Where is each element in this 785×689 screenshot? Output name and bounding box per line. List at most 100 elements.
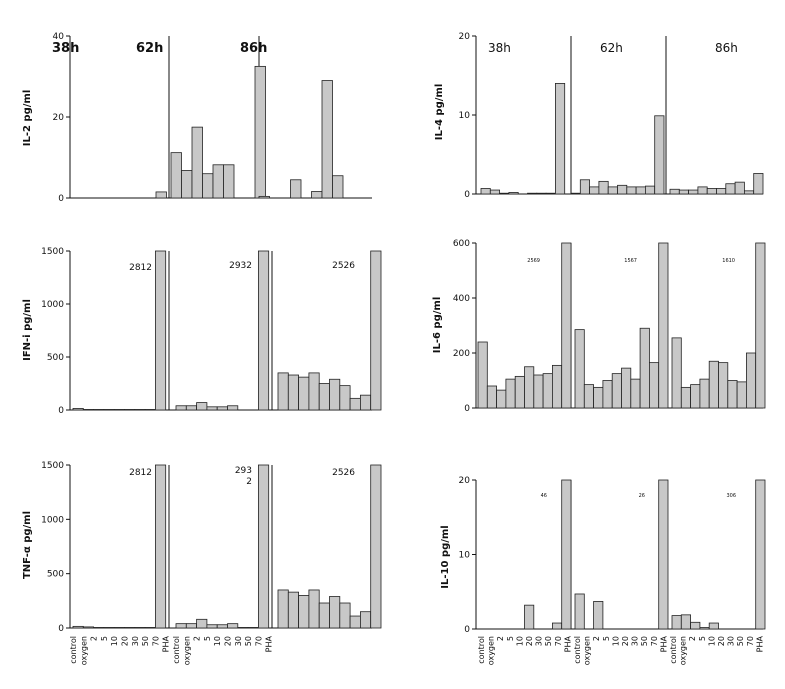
bar: [321, 80, 333, 199]
timepoint-label: 38h: [52, 41, 79, 56]
x-tick-label: 5: [100, 636, 109, 641]
x-tick-label: 5: [602, 636, 611, 641]
x-tick-label: PHA: [659, 635, 668, 652]
bar: [589, 186, 600, 195]
data-label: 1610: [722, 258, 735, 264]
chart-il2: 0 20 40 IL-2 pg/ml 38h 62h 86h: [22, 32, 372, 204]
y-tick-label: 600: [453, 239, 470, 249]
y-tick-label: 500: [47, 353, 64, 363]
bar: [552, 364, 563, 409]
chart-tnf: 0 500 1000 1500 TNF-α pg/ml 2812 293 2 2526: [22, 461, 382, 634]
bar: [155, 191, 167, 199]
x-tick-label: control: [573, 636, 582, 664]
bar: [124, 409, 136, 411]
chart-il6: 0 200 400 600 IL-6 pg/ml 2569 1567 1610: [432, 239, 766, 414]
x-tick-label: 70: [554, 636, 563, 646]
x-tick-label: oxygen: [79, 636, 88, 665]
x-tick-label: PHA: [563, 635, 572, 652]
bar: [669, 188, 680, 195]
y-axis-label: IFN-i pg/ml: [22, 299, 33, 361]
bar: [583, 384, 594, 409]
bar: [93, 409, 105, 411]
bar: [671, 337, 682, 409]
bar: [630, 378, 641, 409]
bar: [257, 250, 270, 411]
bar: [339, 385, 351, 411]
data-label: 2812: [129, 468, 152, 478]
bar: [570, 192, 581, 195]
bar: [699, 378, 710, 409]
x-tick-label: control: [172, 636, 181, 664]
bar: [617, 184, 628, 195]
bar: [93, 627, 105, 629]
bar: [154, 250, 167, 411]
bar: [202, 173, 214, 199]
x-tick-label: 5: [506, 636, 515, 641]
bar: [227, 623, 239, 629]
bar: [755, 242, 766, 409]
x-tick-label: 30: [234, 636, 243, 646]
bar: [736, 381, 747, 409]
x-tick-label: 5: [203, 636, 212, 641]
bar: [706, 188, 717, 195]
y-axis-label: TNF-α pg/ml: [22, 511, 33, 579]
y-tick-label: 0: [464, 190, 470, 200]
bar: [258, 195, 270, 199]
data-label: 46: [541, 493, 547, 499]
bar: [626, 186, 637, 195]
timepoint-label: 62h: [136, 41, 163, 56]
bar: [191, 126, 203, 199]
bar: [103, 409, 115, 411]
bar: [329, 378, 341, 411]
x-tick-label: control: [669, 636, 678, 664]
bar: [318, 602, 330, 629]
bar: [318, 383, 330, 411]
bar: [349, 615, 361, 629]
x-tick-label: 20: [525, 636, 534, 646]
bar: [697, 186, 708, 195]
y-axis-label: IL-6 pg/ml: [432, 297, 443, 354]
bar: [678, 189, 689, 195]
bar: [311, 191, 323, 199]
bar: [598, 180, 609, 195]
data-label: 1567: [624, 258, 637, 264]
bar: [124, 627, 136, 629]
y-tick-label: 1000: [41, 300, 64, 310]
bar: [718, 362, 729, 409]
y-tick-label: 10: [459, 111, 471, 121]
bar: [524, 366, 535, 409]
bar: [635, 186, 646, 195]
x-tick-label: 70: [650, 636, 659, 646]
bar: [607, 186, 618, 195]
bar: [298, 376, 310, 411]
chart-ifn: 0 500 1000 1500 IFN-i pg/ml 2812 2932 2526: [22, 247, 382, 416]
bar: [170, 152, 182, 199]
x-tick-label: 50: [640, 636, 649, 646]
x-tick-label: 5: [698, 636, 707, 641]
bar: [645, 185, 656, 195]
bar: [359, 611, 372, 629]
data-label: 2569: [527, 258, 540, 264]
bar: [332, 175, 344, 199]
bar: [206, 624, 218, 629]
x-tick-label: 70: [746, 636, 755, 646]
bar: [287, 374, 299, 411]
bar: [734, 181, 745, 195]
chart-il4: 0 10 20 IL-4 pg/ml 38h 62h 86h: [434, 32, 764, 200]
bar: [72, 408, 84, 411]
x-tick-label: 20: [717, 636, 726, 646]
bar: [536, 192, 547, 195]
bar: [755, 479, 766, 630]
bar: [602, 380, 613, 409]
bar: [555, 83, 566, 195]
data-label: 2526: [332, 468, 355, 478]
y-tick-label: 10: [459, 551, 471, 561]
bar: [181, 170, 193, 199]
bar: [593, 601, 604, 630]
y-tick-label: 1000: [41, 515, 64, 525]
bar: [561, 479, 572, 630]
bar: [277, 372, 289, 411]
bar: [175, 623, 187, 629]
bar: [223, 164, 235, 199]
